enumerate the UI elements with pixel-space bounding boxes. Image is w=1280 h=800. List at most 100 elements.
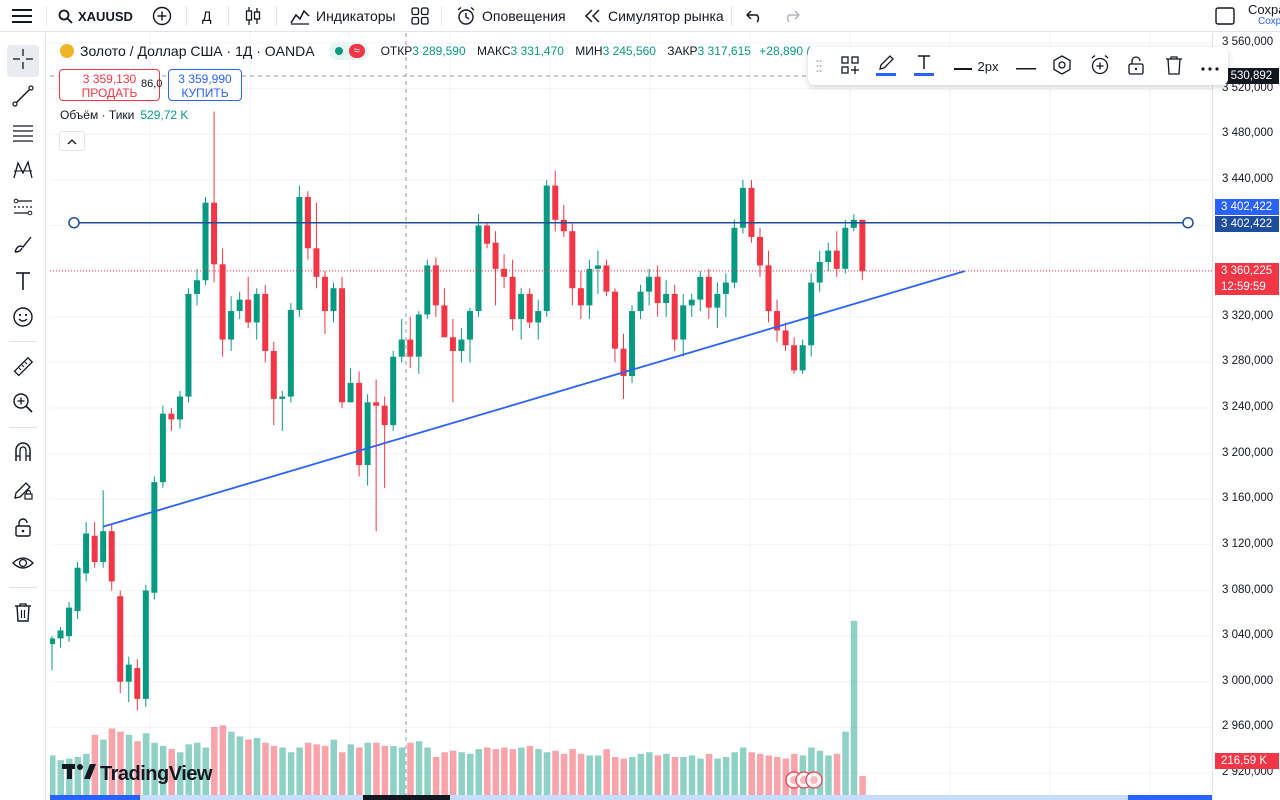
layout-button[interactable] (1215, 0, 1235, 32)
symbol-label: XAUUSD (78, 8, 133, 24)
candle-body (415, 314, 422, 357)
alerts-button[interactable]: Оповещения (456, 0, 566, 32)
approx-icon: ≈ (348, 44, 365, 58)
price-axis[interactable]: 3 560,000 3 520,000 3 480,000 3 440,000 3 40… (1212, 33, 1280, 800)
volume-bar (663, 753, 670, 795)
pattern-tool[interactable] (7, 156, 39, 188)
market-status-pill[interactable]: ≈ (328, 42, 369, 60)
close-value: 3 317,615 (697, 44, 751, 58)
line-style-button[interactable] (1012, 54, 1040, 78)
menu-icon[interactable] (12, 0, 32, 32)
volume-bar (57, 760, 65, 795)
save-button[interactable]: Сохра Сохр (1248, 3, 1280, 28)
compare-button[interactable] (152, 0, 172, 32)
volume-bar (373, 742, 380, 795)
volume-bar (833, 753, 841, 795)
candle-body (466, 311, 473, 340)
alarm-clock-icon (456, 6, 476, 26)
undo-button[interactable] (746, 0, 764, 32)
save-sublabel: Сохр (1258, 16, 1280, 27)
drag-handle-icon[interactable] (812, 54, 826, 78)
volume-bar (134, 741, 141, 795)
fib-tool[interactable] (7, 119, 39, 151)
volume-bar (74, 757, 82, 795)
line-width-button[interactable]: 2px (950, 54, 1002, 78)
magnet-tool[interactable] (7, 438, 39, 470)
scroll-thumb[interactable] (363, 795, 450, 800)
trend-line-tool[interactable] (7, 82, 39, 114)
economic-event-icon (810, 776, 818, 784)
text-color-button[interactable] (912, 54, 936, 78)
volume-bar (552, 750, 559, 795)
volume-price-label: 216,59 K (1215, 753, 1279, 769)
symbol-search-button[interactable]: XAUUSD (58, 0, 133, 32)
delete-drawing-button[interactable] (1162, 54, 1186, 78)
interval-button[interactable]: Д (202, 0, 211, 32)
volume-bar (774, 757, 781, 795)
replay-button[interactable]: Симулятор рынка (584, 0, 724, 32)
bar-countdown-label: 12:59:59 (1215, 279, 1279, 295)
templates-button[interactable] (411, 0, 429, 32)
line-style-icon (1016, 59, 1036, 74)
volume-bar (739, 747, 747, 795)
candle-body (501, 268, 508, 277)
candle-body (816, 262, 823, 283)
candle-body (313, 248, 320, 277)
candle-body (688, 299, 695, 306)
candle-body (194, 280, 201, 294)
time-scale-scrollbar[interactable] (50, 795, 1212, 800)
emoji-tool[interactable] (7, 303, 39, 335)
crosshair-price-label: 3 530,892 (1215, 68, 1279, 84)
volume-bar (211, 726, 218, 795)
candle-body (577, 288, 584, 306)
crosshair-tool[interactable] (7, 45, 39, 77)
replay-label: Симулятор рынка (608, 8, 724, 24)
text-tool[interactable] (7, 267, 39, 299)
candle-body (142, 590, 149, 699)
sell-button[interactable]: 3 359,130 ПРОДАТЬ (59, 69, 160, 101)
projection-tool[interactable] (7, 193, 39, 225)
measure-tool[interactable] (7, 353, 39, 385)
candle-body (176, 396, 183, 420)
volume-bar (611, 757, 619, 795)
brush-tool[interactable] (7, 230, 39, 262)
lock-all-tool[interactable] (7, 513, 39, 545)
remove-drawings-tool[interactable] (7, 598, 39, 630)
templates-button[interactable] (838, 54, 862, 78)
text-icon (12, 270, 34, 297)
candle-body (697, 276, 704, 300)
volume-label: Объём · Тики (60, 108, 135, 122)
candle-body (663, 293, 670, 304)
hide-tool[interactable] (7, 549, 39, 581)
redo-button[interactable] (782, 0, 800, 32)
lock-drawings-tool[interactable] (7, 476, 39, 508)
chart-pane[interactable] (50, 33, 1212, 795)
candle-body (808, 282, 815, 346)
chart-canvas[interactable] (50, 33, 1212, 795)
line-color-button[interactable] (874, 54, 898, 78)
line-width-icon (953, 59, 972, 74)
more-button[interactable] (1198, 54, 1222, 78)
candle-body (125, 664, 132, 682)
lock-drawing-button[interactable] (1124, 54, 1148, 78)
add-alert-button[interactable] (1088, 54, 1112, 78)
indicators-button[interactable]: Индикаторы (290, 0, 396, 32)
volume-bar (185, 744, 192, 795)
candle-body (765, 265, 772, 312)
tradingview-logo[interactable]: TradingView (62, 762, 212, 786)
horizontal-line-price-label: 3 402,422 (1215, 199, 1279, 215)
zoom-tool[interactable] (7, 389, 39, 421)
brush-icon (12, 233, 34, 260)
status-dot-icon (334, 47, 343, 55)
candle-body (407, 339, 414, 357)
divider (228, 6, 229, 26)
buy-button[interactable]: 3 359,990 КУПИТЬ (168, 69, 242, 101)
settings-button[interactable] (1050, 54, 1074, 78)
chart-type-button[interactable] (244, 0, 262, 32)
collapse-legend-button[interactable] (59, 131, 85, 151)
divider (46, 6, 47, 26)
volume-bar (850, 620, 858, 795)
volume-bar (501, 747, 508, 795)
candle-body (390, 356, 397, 426)
volume-bar (509, 749, 517, 795)
